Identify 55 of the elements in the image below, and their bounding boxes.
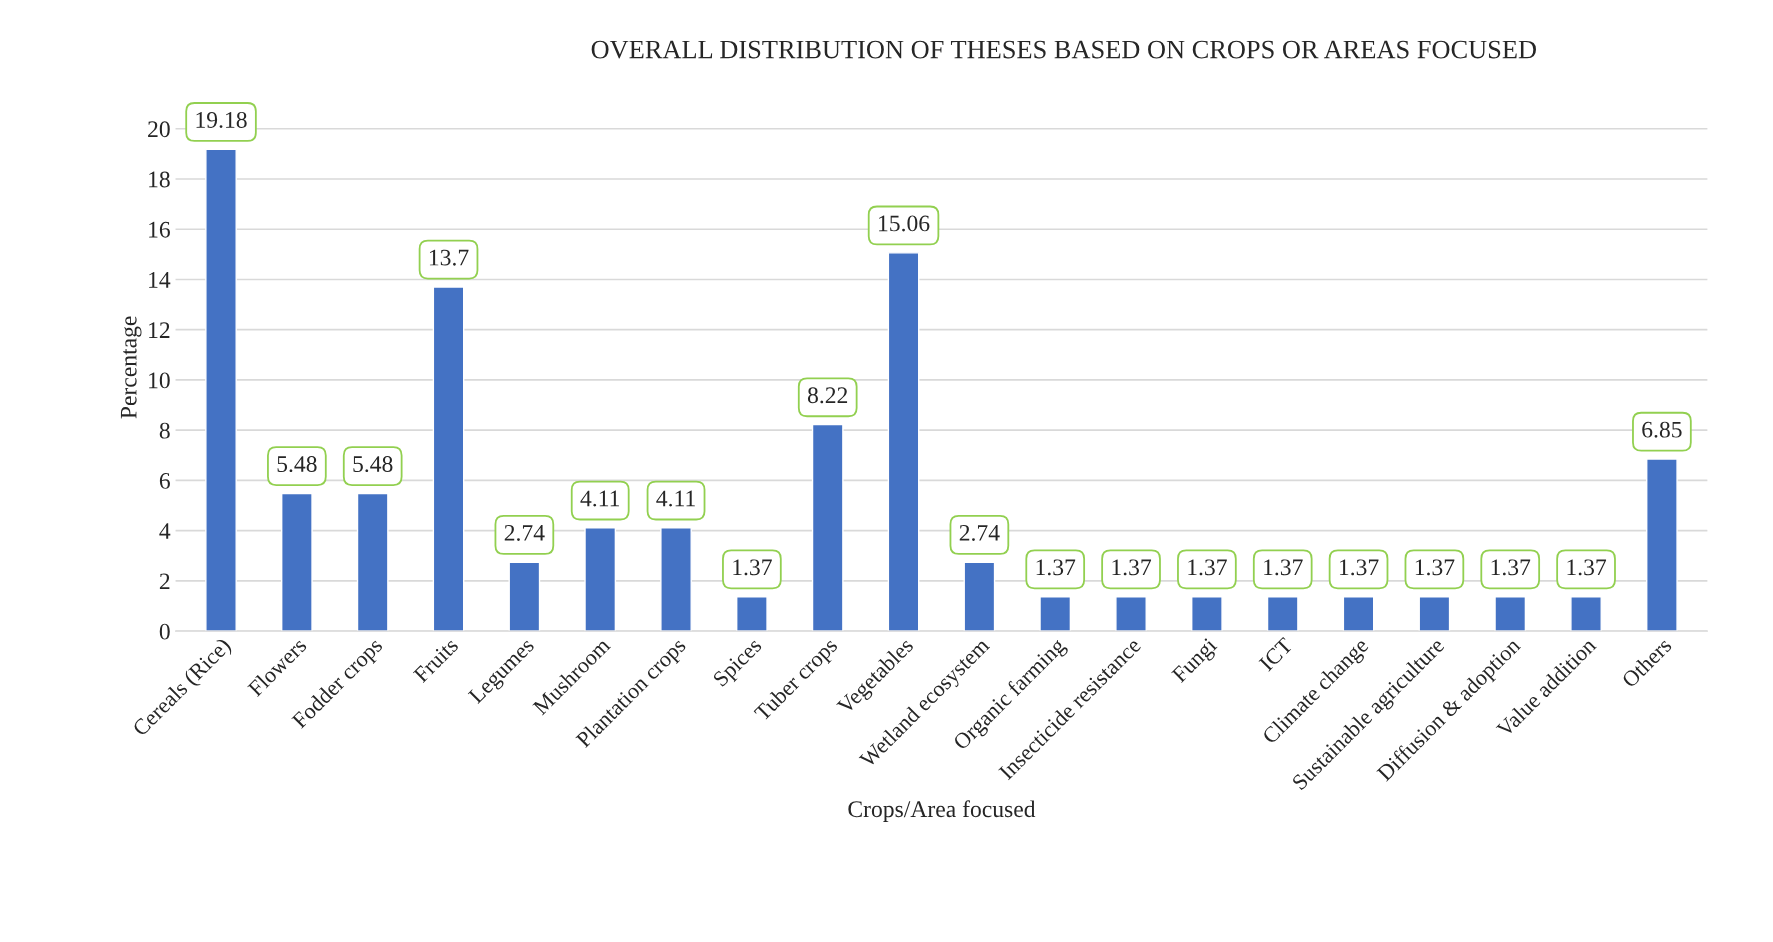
bar xyxy=(432,286,465,632)
bar xyxy=(584,527,617,632)
data-label: 1.37 xyxy=(1036,559,1076,576)
data-label: 8.22 xyxy=(807,387,848,404)
data-label: 5.48 xyxy=(277,456,317,473)
y-tick-label: 8 xyxy=(159,422,170,439)
y-tick-label: 14 xyxy=(149,272,171,288)
bar xyxy=(1115,596,1147,632)
y-tick-label: 16 xyxy=(149,221,170,238)
y-tick-label: 6 xyxy=(159,472,170,489)
data-label: 1.37 xyxy=(1264,559,1303,576)
data-label: 1.37 xyxy=(1112,559,1152,576)
bar xyxy=(1039,596,1072,632)
bar xyxy=(356,492,389,632)
data-label: 6.85 xyxy=(1642,421,1682,438)
bar xyxy=(736,596,768,632)
bar xyxy=(1494,596,1527,632)
data-label: 2.74 xyxy=(504,524,545,541)
y-tick-label: 12 xyxy=(149,322,170,338)
data-label: 4.11 xyxy=(656,490,695,507)
data-label: 1.37 xyxy=(1567,559,1607,576)
data-label: 19.18 xyxy=(196,111,247,128)
bar xyxy=(811,423,844,632)
data-label: 15.06 xyxy=(879,215,930,232)
y-tick-label: 20 xyxy=(148,121,170,138)
bar xyxy=(1570,596,1602,632)
data-label: 1.37 xyxy=(1339,559,1379,576)
bar xyxy=(1191,596,1223,632)
data-label: 5.48 xyxy=(353,456,393,473)
bar xyxy=(1418,596,1451,632)
data-label: 13.7 xyxy=(429,249,469,266)
y-axis-title: Percentage xyxy=(120,316,142,419)
x-tick-label: ICT xyxy=(1258,636,1294,672)
x-axis-title: Crops/Area focused xyxy=(848,800,1036,822)
data-label: 1.37 xyxy=(1491,559,1531,576)
bar xyxy=(660,527,692,632)
bar xyxy=(963,561,996,632)
y-tick-label: 4 xyxy=(159,523,171,539)
bar xyxy=(205,148,237,632)
data-label: 1.37 xyxy=(1188,559,1227,576)
y-tick-label: 18 xyxy=(149,171,170,188)
bar xyxy=(508,561,541,632)
y-tick-label: 0 xyxy=(159,623,170,640)
y-tick-label: 2 xyxy=(159,573,170,590)
data-label: 1.37 xyxy=(733,559,772,576)
data-label: 2.74 xyxy=(959,524,1000,541)
y-tick-label: 10 xyxy=(149,372,170,389)
chart-title: OVERALL DISTRIBUTION OF THESES BASED ON CROPS OR AREAS FOCUSED xyxy=(591,40,1536,59)
bar xyxy=(1646,458,1678,632)
data-label: 4.11 xyxy=(580,490,619,507)
bar xyxy=(1266,596,1299,632)
bar xyxy=(887,252,920,632)
bar xyxy=(281,492,313,632)
data-label: 1.37 xyxy=(1415,559,1455,576)
bar xyxy=(1342,596,1375,632)
